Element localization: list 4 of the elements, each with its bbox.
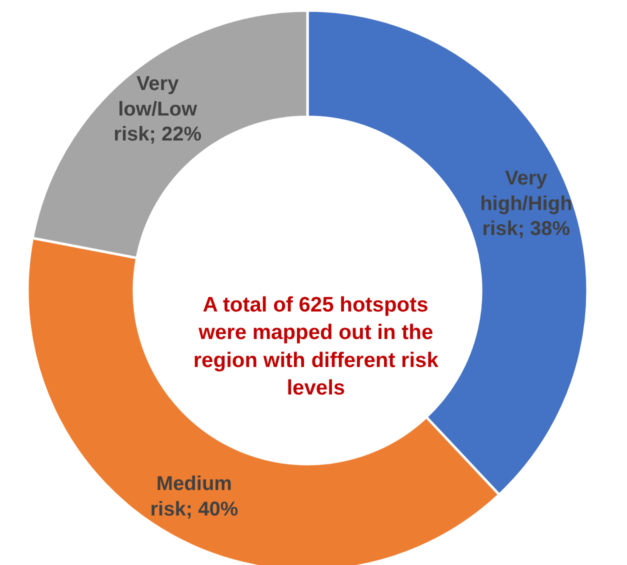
slice-label: Very high/High risk; 38% (480, 168, 572, 240)
slice-label: Very low/Low risk; 22% (114, 72, 202, 146)
slice-label: Medium risk; 40% (150, 472, 238, 520)
text: A total of 625 hotspots were mapped out in the region with different risk levels (193, 294, 439, 400)
